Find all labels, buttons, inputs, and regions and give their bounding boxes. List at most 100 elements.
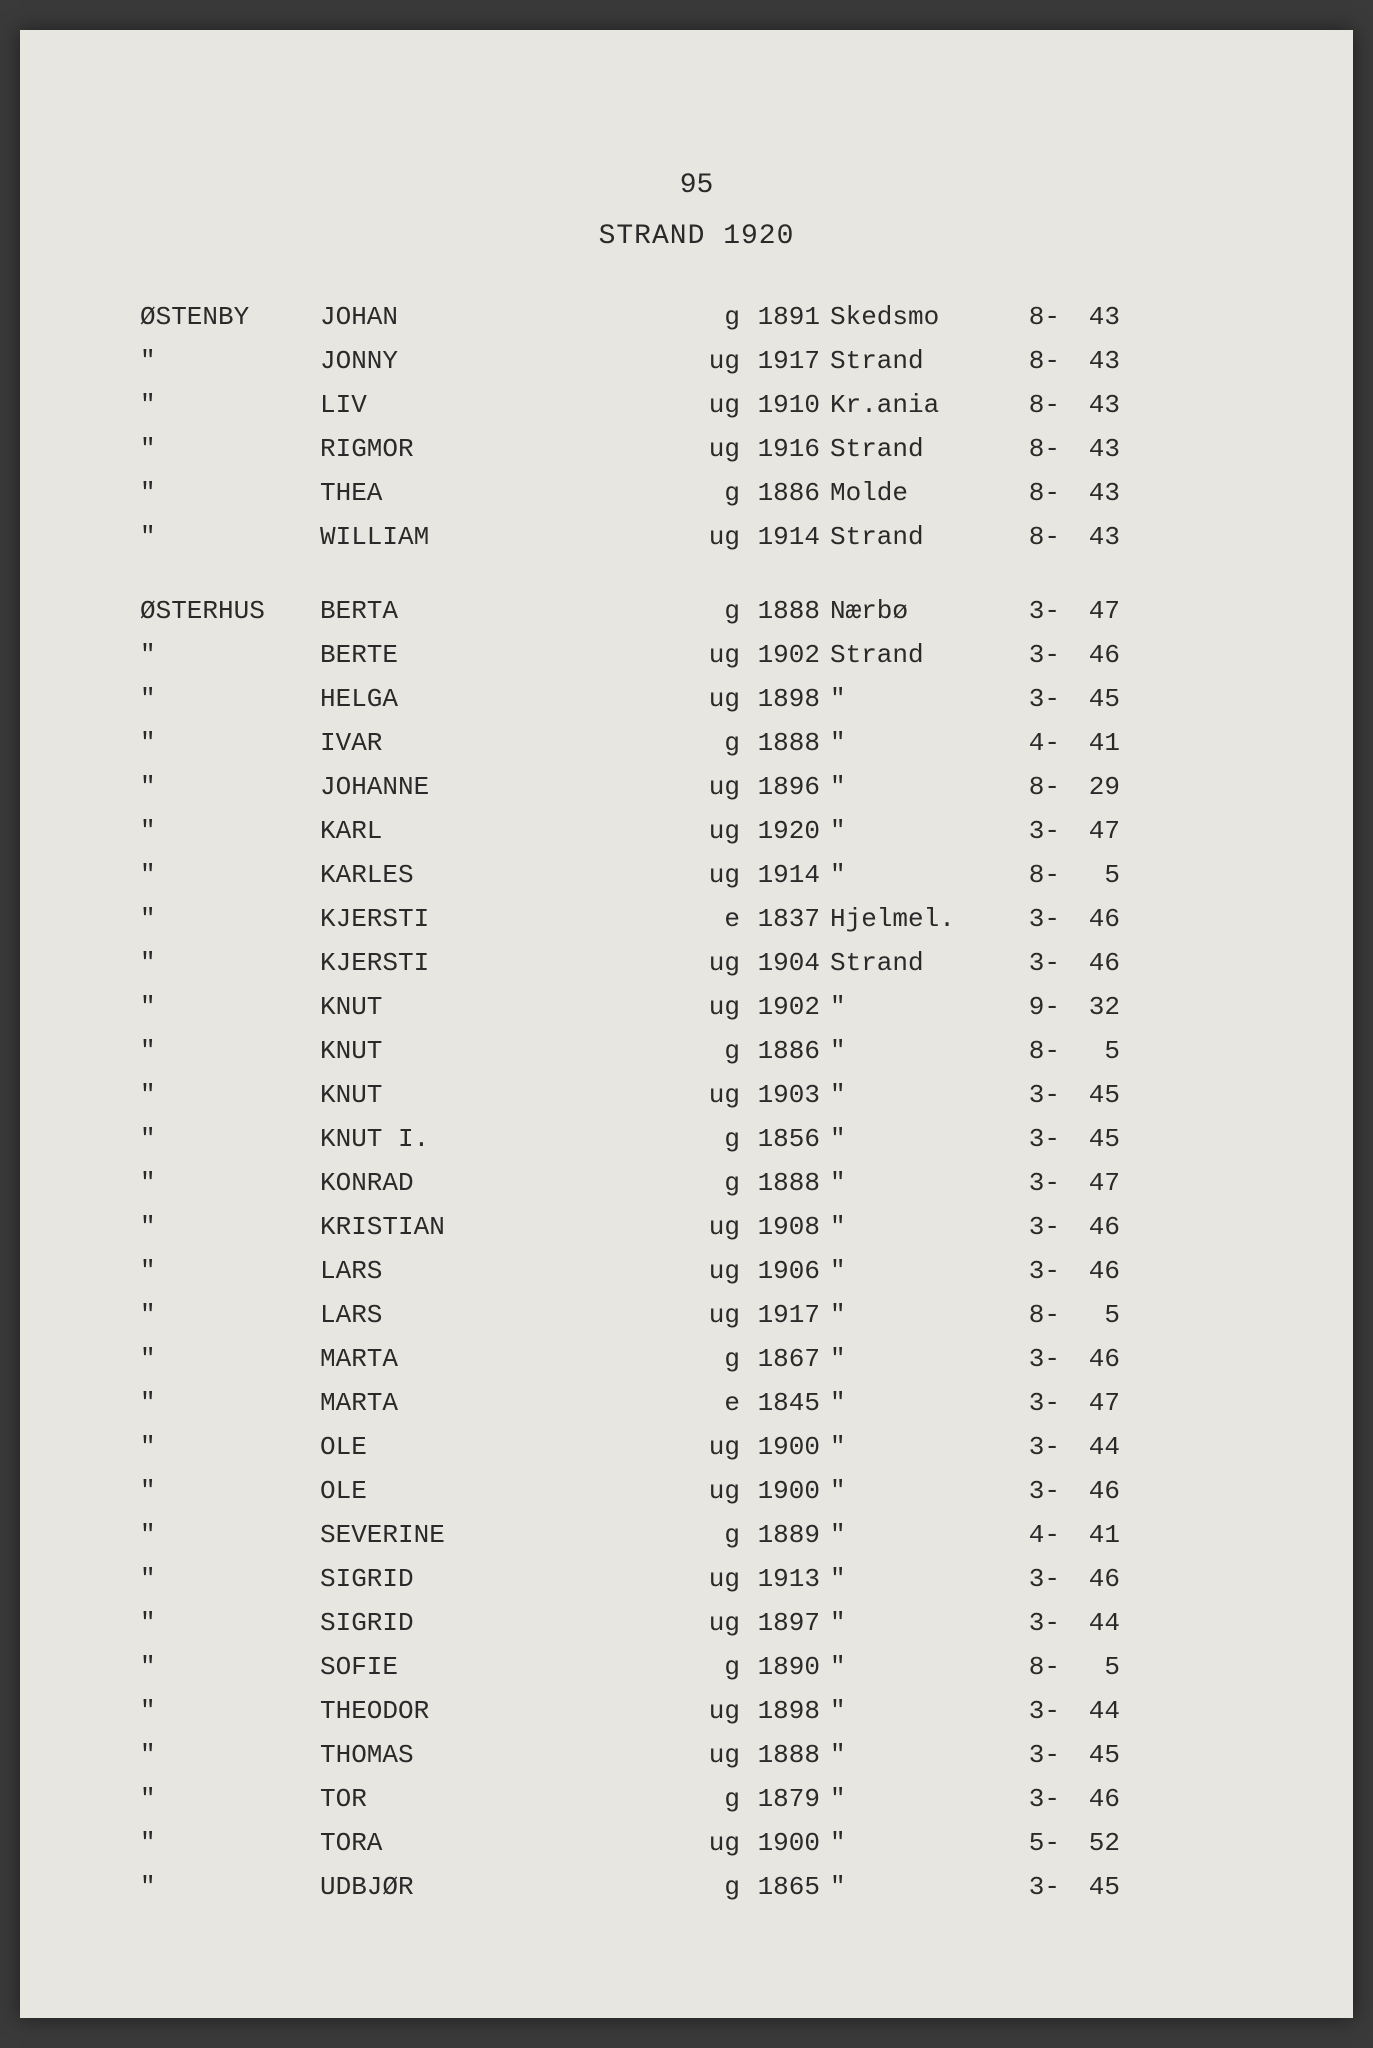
- surname-cell: ": [140, 390, 320, 420]
- year-cell: 1900: [740, 1476, 830, 1506]
- ref2-cell: 46: [1060, 948, 1120, 978]
- given-name-cell: KARL: [320, 816, 680, 846]
- given-name-cell: BERTA: [320, 596, 680, 626]
- ref1-cell: 8-: [1000, 772, 1060, 802]
- year-cell: 1898: [740, 1696, 830, 1726]
- given-name-cell: TOR: [320, 1784, 680, 1814]
- year-cell: 1902: [740, 992, 830, 1022]
- given-name-cell: BERTE: [320, 640, 680, 670]
- ref2-cell: 44: [1060, 1696, 1120, 1726]
- status-cell: g: [680, 1344, 740, 1374]
- year-cell: 1867: [740, 1344, 830, 1374]
- year-cell: 1897: [740, 1608, 830, 1638]
- place-cell: Strand: [830, 640, 1000, 670]
- record-row: "KNUTg1886"8-5: [140, 1036, 1253, 1066]
- given-name-cell: TORA: [320, 1828, 680, 1858]
- record-row: "SIGRIDug1913"3-46: [140, 1564, 1253, 1594]
- ref2-cell: 47: [1060, 816, 1120, 846]
- status-cell: g: [680, 1168, 740, 1198]
- status-cell: ug: [680, 1608, 740, 1638]
- given-name-cell: OLE: [320, 1476, 680, 1506]
- status-cell: g: [680, 1520, 740, 1550]
- surname-cell: ": [140, 1080, 320, 1110]
- ref1-cell: 4-: [1000, 728, 1060, 758]
- ref1-cell: 3-: [1000, 640, 1060, 670]
- ref1-cell: 3-: [1000, 816, 1060, 846]
- record-row: "MARTAg1867"3-46: [140, 1344, 1253, 1374]
- record-row: "LARSug1917"8-5: [140, 1300, 1253, 1330]
- status-cell: e: [680, 904, 740, 934]
- year-cell: 1906: [740, 1256, 830, 1286]
- record-row: ØSTENBYJOHANg1891Skedsmo8-43: [140, 302, 1253, 332]
- surname-cell: ": [140, 434, 320, 464]
- record-row: "JONNYug1917Strand8-43: [140, 346, 1253, 376]
- given-name-cell: MARTA: [320, 1388, 680, 1418]
- ref2-cell: 43: [1060, 434, 1120, 464]
- ref1-cell: 3-: [1000, 904, 1060, 934]
- place-cell: ": [830, 1168, 1000, 1198]
- record-row: "LIVug1910Kr.ania8-43: [140, 390, 1253, 420]
- place-cell: ": [830, 1828, 1000, 1858]
- status-cell: ug: [680, 948, 740, 978]
- place-cell: ": [830, 1608, 1000, 1638]
- given-name-cell: KONRAD: [320, 1168, 680, 1198]
- surname-cell: ": [140, 1520, 320, 1550]
- year-cell: 1889: [740, 1520, 830, 1550]
- surname-cell: ": [140, 1300, 320, 1330]
- ref2-cell: 46: [1060, 904, 1120, 934]
- given-name-cell: SEVERINE: [320, 1520, 680, 1550]
- record-row: "BERTEug1902Strand3-46: [140, 640, 1253, 670]
- ref1-cell: 5-: [1000, 1828, 1060, 1858]
- status-cell: g: [680, 1784, 740, 1814]
- place-cell: ": [830, 684, 1000, 714]
- status-cell: g: [680, 478, 740, 508]
- status-cell: ug: [680, 1300, 740, 1330]
- surname-cell: ": [140, 1564, 320, 1594]
- place-cell: ": [830, 992, 1000, 1022]
- given-name-cell: UDBJØR: [320, 1872, 680, 1902]
- ref1-cell: 3-: [1000, 1080, 1060, 1110]
- status-cell: ug: [680, 1476, 740, 1506]
- year-cell: 1888: [740, 1740, 830, 1770]
- year-cell: 1888: [740, 728, 830, 758]
- status-cell: ug: [680, 816, 740, 846]
- given-name-cell: IVAR: [320, 728, 680, 758]
- record-row: "KNUTug1902"9-32: [140, 992, 1253, 1022]
- place-cell: ": [830, 1740, 1000, 1770]
- place-cell: ": [830, 1564, 1000, 1594]
- surname-cell: ": [140, 522, 320, 552]
- place-cell: ": [830, 1300, 1000, 1330]
- year-cell: 1837: [740, 904, 830, 934]
- record-row: "KONRADg1888"3-47: [140, 1168, 1253, 1198]
- status-cell: g: [680, 302, 740, 332]
- year-cell: 1920: [740, 816, 830, 846]
- ref1-cell: 3-: [1000, 596, 1060, 626]
- record-row: "KARLug1920"3-47: [140, 816, 1253, 846]
- ref1-cell: 8-: [1000, 390, 1060, 420]
- place-cell: ": [830, 1476, 1000, 1506]
- ref2-cell: 5: [1060, 860, 1120, 890]
- surname-cell: ": [140, 904, 320, 934]
- year-cell: 1898: [740, 684, 830, 714]
- surname-cell: ": [140, 728, 320, 758]
- given-name-cell: KNUT: [320, 1080, 680, 1110]
- surname-cell: ": [140, 1652, 320, 1682]
- given-name-cell: HELGA: [320, 684, 680, 714]
- surname-cell: ": [140, 1124, 320, 1154]
- place-cell: Strand: [830, 346, 1000, 376]
- ref1-cell: 9-: [1000, 992, 1060, 1022]
- ref1-cell: 8-: [1000, 1652, 1060, 1682]
- status-cell: g: [680, 728, 740, 758]
- status-cell: ug: [680, 434, 740, 464]
- place-cell: ": [830, 1388, 1000, 1418]
- ref1-cell: 3-: [1000, 1168, 1060, 1198]
- year-cell: 1917: [740, 1300, 830, 1330]
- surname-cell: ": [140, 1696, 320, 1726]
- surname-cell: ": [140, 478, 320, 508]
- ref2-cell: 45: [1060, 684, 1120, 714]
- given-name-cell: KRISTIAN: [320, 1212, 680, 1242]
- status-cell: e: [680, 1388, 740, 1418]
- surname-cell: ": [140, 684, 320, 714]
- ref1-cell: 3-: [1000, 1432, 1060, 1462]
- ref1-cell: 3-: [1000, 1344, 1060, 1374]
